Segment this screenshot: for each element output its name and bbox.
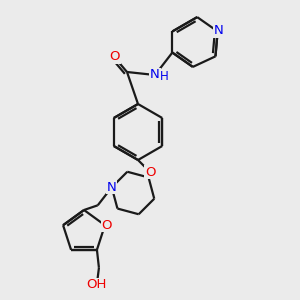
Text: O: O [102, 219, 112, 232]
Text: N: N [150, 68, 160, 82]
Text: O: O [110, 50, 120, 64]
Text: N: N [107, 181, 117, 194]
Text: N: N [214, 24, 224, 37]
Text: O: O [145, 166, 155, 178]
Text: H: H [160, 70, 168, 83]
Text: OH: OH [87, 278, 107, 291]
